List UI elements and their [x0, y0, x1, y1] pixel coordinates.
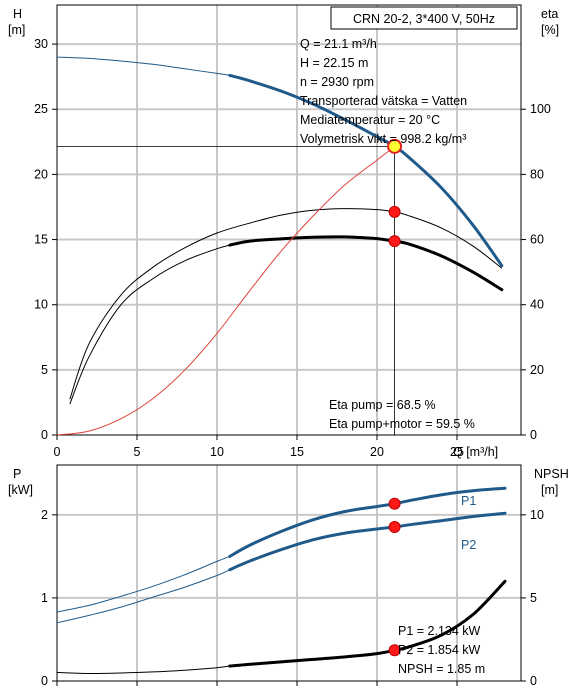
series-label-p1: P1 [461, 494, 476, 508]
annotation-q: Q = 21.1 m³/h [300, 37, 377, 51]
top-series-0-bold [228, 73, 504, 268]
top-plot-frame [56, 4, 522, 436]
operating-point-annotations: Q = 21.1 m³/h H = 22.15 m n = 2930 rpm T… [300, 37, 467, 146]
top-series-0-thin [56, 56, 230, 76]
annotation-p1: P1 = 2.134 kW [398, 624, 481, 638]
top-y-tick-label: 20 [34, 167, 48, 181]
top-series-1-bold [228, 235, 504, 292]
bottom-y2-tick-label: 0 [530, 674, 537, 688]
point-eta-pump-motor [388, 235, 401, 248]
bottom-axis-ticks: 0 1 2 0 5 10 [41, 508, 544, 688]
top-operating-points [387, 138, 403, 248]
bottom-y2-tick-label: 10 [530, 508, 544, 522]
bottom-left-axis-title-line2: [kW] [8, 483, 33, 497]
top-series-1-thin [69, 244, 230, 405]
top-series-3 [56, 146, 395, 436]
top-y2-tick-label: 0 [530, 428, 537, 442]
point-p2 [388, 520, 401, 533]
top-x-tick-label: 10 [210, 445, 224, 459]
bottom-plot-frame [56, 464, 522, 682]
top-y2-tick-label: 20 [530, 363, 544, 377]
bottom-series-0-thin [56, 555, 230, 613]
bottom-operating-points [388, 497, 401, 657]
annotation-h: H = 22.15 m [300, 56, 368, 70]
point-npsh [388, 644, 401, 657]
top-x-tick-label: 0 [54, 445, 61, 459]
annotation-eta-pump-motor: Eta pump+motor = 59.5 % [329, 417, 475, 431]
top-right-axis-title-line1: eta [541, 7, 558, 21]
annotation-eta-pump: Eta pump = 68.5 % [329, 398, 436, 412]
top-y-tick-label: 0 [41, 428, 48, 442]
efficiency-annotations: Eta pump = 68.5 % Eta pump+motor = 59.5 … [329, 398, 475, 431]
power-annotations: P1 = 2.134 kW P2 = 1.854 kW NPSH = 1.85 … [398, 624, 485, 676]
top-series-layer [56, 56, 504, 436]
bottom-grid [57, 465, 521, 681]
chart-title-box [330, 6, 518, 30]
annotation-liquid: Transporterad vätska = Vatten [300, 94, 467, 108]
top-x-tick-label: 20 [370, 445, 384, 459]
bottom-series-2-bold [228, 579, 507, 668]
top-y2-tick-label: 40 [530, 298, 544, 312]
series-label-p2: P2 [461, 538, 476, 552]
top-x-axis-title: Q [m³/h] [453, 445, 498, 459]
bottom-right-axis-title-line2: [m] [541, 483, 558, 497]
annotation-npsh: NPSH = 1.85 m [398, 662, 485, 676]
bottom-series-1-bold [228, 511, 507, 572]
bottom-series-layer [56, 486, 507, 675]
annotation-density: Volymetrisk vikt = 998.2 kg/m³ [300, 132, 466, 146]
top-y-tick-label: 25 [34, 102, 48, 116]
top-y-tick-label: 15 [34, 233, 48, 247]
annotation-p2: P2 = 1.854 kW [398, 643, 481, 657]
annotation-n: n = 2930 rpm [300, 75, 374, 89]
top-y-tick-label: 5 [41, 363, 48, 377]
bottom-series-1-thin [56, 569, 231, 624]
bottom-right-axis-title-line1: NPSH [534, 467, 569, 481]
chart-title: CRN 20-2, 3*400 V, 50Hz [353, 12, 495, 26]
top-x-tick-label: 15 [290, 445, 304, 459]
point-eta-pump [388, 205, 401, 218]
top-series-2 [69, 208, 503, 400]
top-y2-tick-label: 60 [530, 233, 544, 247]
top-left-axis-title-line1: H [13, 7, 22, 21]
top-left-axis-title-line2: [m] [8, 23, 25, 37]
top-y2-tick-label: 80 [530, 167, 544, 181]
bottom-left-axis-title-line1: P [13, 467, 21, 481]
top-y2-tick-label: 100 [530, 102, 551, 116]
bottom-y-tick-label: 2 [41, 508, 48, 522]
bottom-y-tick-label: 1 [41, 591, 48, 605]
annotation-temperature: Mediatemperatur = 20 °C [300, 113, 440, 127]
top-x-tick-label: 5 [134, 445, 141, 459]
bottom-y2-tick-label: 5 [530, 591, 537, 605]
top-right-axis-title-line2: [%] [541, 23, 559, 37]
bottom-series-2-thin [56, 665, 230, 675]
top-y-tick-label: 30 [34, 37, 48, 51]
top-x-tick-label: 25 [450, 445, 464, 459]
bottom-y-tick-label: 0 [41, 674, 48, 688]
point-p1 [388, 497, 401, 510]
top-y-tick-label: 10 [34, 298, 48, 312]
top-axis-ticks: 0 5 10 15 20 25 0 5 10 15 20 25 30 0 20 40 60 80 100 [34, 37, 551, 459]
bottom-series-0-bold [228, 486, 507, 558]
top-grid [57, 5, 521, 435]
point-head [387, 138, 403, 154]
